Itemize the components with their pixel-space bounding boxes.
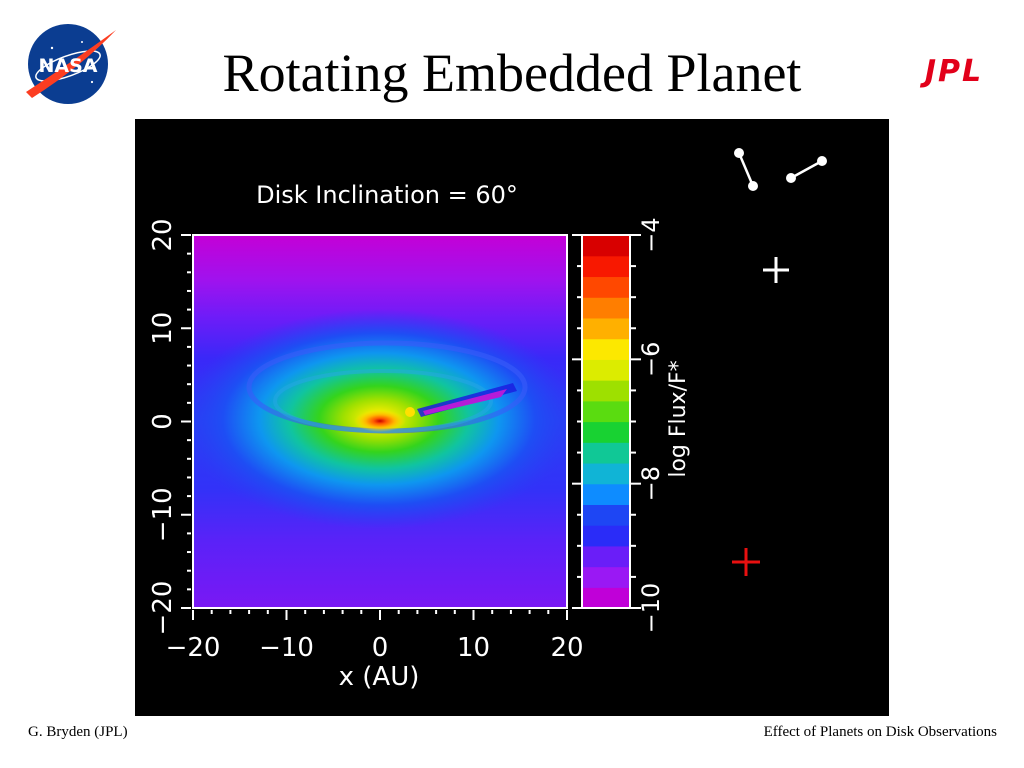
star-core <box>354 410 406 432</box>
footer-author: G. Bryden (JPL) <box>28 724 128 740</box>
jpl-logo: JPL <box>920 54 983 88</box>
nasa-logo: NASA <box>26 24 116 104</box>
x-tick-label: 0 <box>372 633 389 663</box>
y-tick-label: −10 <box>148 487 178 542</box>
colorbar-swatch <box>582 545 630 568</box>
planet-gap-spot <box>405 407 415 417</box>
planet-wake <box>423 389 507 415</box>
colorbar-tick-label: −10 <box>637 583 665 634</box>
slide-title: Rotating Embedded Planet <box>222 43 802 103</box>
x-tick-label: −10 <box>259 633 314 663</box>
colorbar-swatch <box>582 400 630 423</box>
colorbar-swatch <box>582 235 630 257</box>
chart-title: Disk Inclination = 60° <box>256 181 518 209</box>
colorbar-swatch <box>582 483 630 505</box>
colorbar-label: log Flux/F* <box>666 360 691 477</box>
plot-frame <box>192 234 568 609</box>
colorbar-swatch <box>582 317 630 340</box>
jpl-logo-text: JPL <box>920 54 983 88</box>
white-cross-marker <box>763 257 789 283</box>
heatmap-area <box>193 235 567 608</box>
colorbar-tick-label: −6 <box>637 342 665 377</box>
dumbbell-marker-left <box>734 148 758 191</box>
y-axis: −20 −10 0 10 20 <box>148 218 191 635</box>
colorbar-swatch <box>582 255 630 278</box>
colorbar-swatch <box>582 462 630 485</box>
colorbar-swatch <box>582 525 630 547</box>
colorbar-swatch <box>582 338 630 360</box>
x-tick-label: 10 <box>457 633 490 663</box>
chart-figure: Disk Inclination = 60° −20 −10 0 10 20 −20 −1… <box>135 119 889 716</box>
colorbar-swatch <box>582 297 630 319</box>
colorbar-swatch <box>582 504 630 526</box>
colorbar-tick-label: −4 <box>637 217 665 252</box>
footer-presentation-title: Effect of Planets on Disk Observations <box>763 724 997 740</box>
colorbar-swatch <box>582 442 630 464</box>
x-axis: −20 −10 0 10 20 <box>166 610 584 663</box>
y-tick-label: −20 <box>148 581 178 636</box>
x-tick-label: 20 <box>550 633 583 663</box>
colorbar-frame <box>581 234 631 609</box>
colorbar-tick-label: −8 <box>637 466 665 501</box>
red-cross-marker <box>732 548 760 576</box>
y-tick-label: 10 <box>148 312 178 345</box>
colorbar-swatch <box>582 380 630 402</box>
nasa-logo-text: NASA <box>39 55 98 77</box>
y-tick-label: 0 <box>148 413 178 430</box>
colorbar-swatch <box>582 421 630 443</box>
x-axis-label: x (AU) <box>339 662 420 692</box>
colorbar-swatch <box>582 276 630 298</box>
y-tick-label: 20 <box>148 218 178 251</box>
colorbar-swatch <box>582 566 630 588</box>
x-tick-label: −20 <box>166 633 221 663</box>
colorbar-swatch <box>582 587 630 609</box>
dumbbell-marker-right <box>786 156 827 183</box>
colorbar: −10 −8 −6 −4 <box>572 217 665 633</box>
colorbar-swatch <box>582 359 630 381</box>
